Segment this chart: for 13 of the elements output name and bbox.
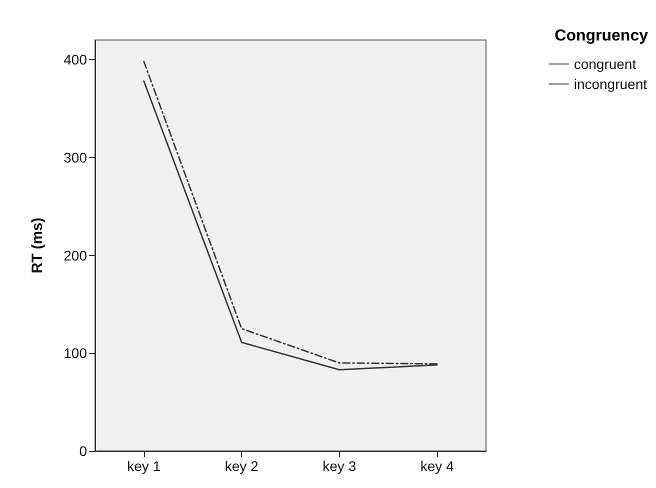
legend-label: incongruent bbox=[574, 76, 648, 92]
y-tick-label: 200 bbox=[64, 247, 88, 264]
x-tick-label: key 4 bbox=[420, 458, 454, 474]
y-axis-title: RT (ms) bbox=[29, 218, 46, 274]
y-tick-label: 0 bbox=[79, 443, 88, 459]
x-tick-label: key 3 bbox=[322, 458, 356, 474]
y-tick-label: 300 bbox=[64, 149, 88, 166]
y-tick-label: 100 bbox=[64, 345, 88, 362]
legend-label: congruent bbox=[574, 56, 636, 72]
x-tick-label: key 1 bbox=[127, 458, 161, 474]
y-tick-label: 400 bbox=[64, 52, 88, 68]
x-tick-label: key 2 bbox=[224, 458, 259, 474]
legend-title: Congruency bbox=[554, 28, 648, 44]
